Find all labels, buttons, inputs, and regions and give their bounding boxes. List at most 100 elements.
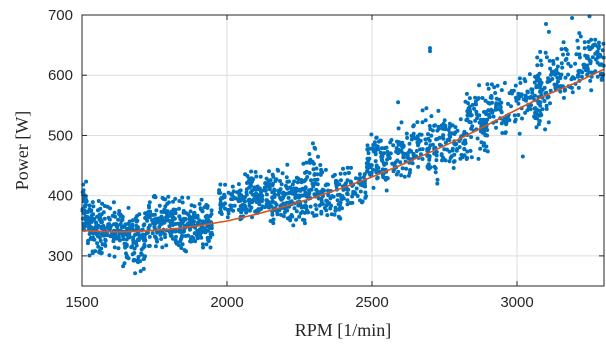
data-point: [369, 173, 374, 177]
data-point: [548, 88, 553, 93]
data-point: [202, 205, 207, 210]
data-point: [570, 90, 575, 95]
data-point: [144, 213, 149, 218]
data-point: [411, 154, 416, 159]
data-point: [86, 216, 91, 221]
data-point: [155, 230, 160, 235]
data-point: [513, 83, 518, 88]
data-point: [344, 181, 348, 186]
data-point: [252, 185, 257, 190]
data-point: [302, 187, 307, 192]
data-point: [569, 85, 574, 90]
data-point: [510, 90, 515, 95]
data-point: [111, 200, 116, 205]
data-point: [291, 223, 296, 228]
data-point: [83, 197, 87, 202]
data-point: [308, 204, 313, 209]
data-point: [133, 271, 138, 276]
y-tick-label: 300: [48, 248, 73, 265]
data-point: [491, 114, 496, 119]
data-point: [190, 215, 195, 220]
data-point: [526, 104, 531, 109]
data-point: [447, 159, 452, 164]
data-point: [534, 83, 539, 88]
data-point: [313, 203, 318, 208]
data-point: [95, 214, 99, 219]
data-point: [494, 101, 499, 106]
data-point: [218, 197, 223, 202]
data-point: [159, 237, 164, 241]
data-point: [310, 141, 315, 146]
data-point: [533, 93, 537, 98]
data-point: [464, 118, 469, 123]
data-point: [320, 187, 325, 192]
data-point: [294, 217, 299, 222]
data-point: [286, 195, 291, 200]
data-point: [399, 120, 404, 125]
data-point: [223, 182, 228, 187]
data-point: [525, 90, 530, 95]
data-point: [198, 207, 203, 212]
data-point: [115, 236, 119, 241]
data-point: [269, 200, 274, 205]
data-point: [499, 88, 504, 93]
data-point: [357, 176, 362, 181]
data-point: [434, 150, 439, 154]
data-point: [405, 135, 410, 140]
data-point: [499, 100, 504, 105]
data-point: [134, 223, 139, 228]
data-point: [226, 190, 231, 195]
data-point: [278, 196, 283, 200]
data-point: [93, 225, 98, 230]
data-point: [191, 236, 196, 241]
data-point: [161, 210, 166, 214]
data-point: [383, 177, 388, 182]
data-point: [428, 46, 432, 51]
data-point: [118, 222, 123, 227]
y-axis-label: Power [W]: [12, 111, 32, 190]
data-point: [452, 152, 457, 157]
data-point: [331, 174, 335, 179]
data-point: [238, 198, 243, 203]
data-point: [432, 123, 437, 128]
data-point: [259, 190, 264, 195]
data-point: [561, 52, 565, 57]
data-point: [375, 176, 380, 181]
data-point: [384, 145, 389, 150]
data-point: [83, 217, 88, 222]
data-point: [467, 104, 472, 109]
data-point: [534, 110, 539, 115]
data-point: [112, 254, 117, 259]
data-point: [170, 236, 175, 241]
data-point: [576, 72, 581, 77]
data-point: [200, 242, 205, 247]
data-point: [290, 191, 295, 196]
data-point: [492, 85, 497, 90]
data-point: [191, 211, 196, 216]
data-point: [360, 183, 365, 188]
data-point: [290, 182, 295, 187]
data-point: [474, 102, 478, 107]
data-point: [559, 47, 564, 52]
data-point: [263, 188, 268, 193]
data-point: [91, 204, 96, 209]
data-point: [245, 181, 249, 185]
data-point: [476, 156, 481, 161]
data-point: [177, 243, 181, 248]
data-point: [382, 162, 387, 167]
data-point: [483, 98, 488, 103]
data-point: [368, 146, 372, 151]
data-point: [271, 195, 276, 200]
data-point: [395, 158, 400, 163]
data-point: [357, 172, 362, 177]
data-point: [343, 171, 347, 176]
data-point: [465, 156, 470, 160]
data-point: [170, 230, 174, 235]
data-point: [284, 200, 289, 205]
data-point: [333, 178, 338, 183]
data-point: [525, 95, 530, 100]
data-point: [335, 198, 340, 203]
data-point: [548, 66, 553, 71]
data-point: [325, 199, 330, 204]
data-point: [157, 225, 162, 229]
